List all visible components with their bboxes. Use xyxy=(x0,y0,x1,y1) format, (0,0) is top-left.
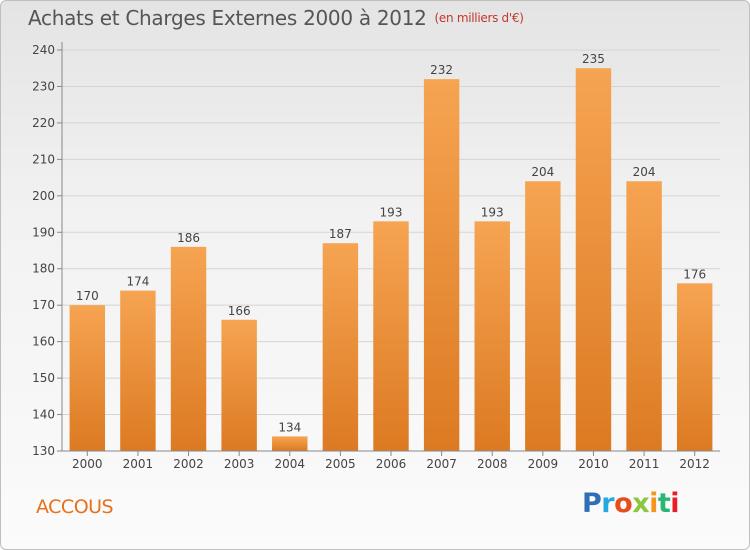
chart-title: Achats et Charges Externes 2000 à 2012 (e… xyxy=(28,6,524,30)
x-tick-label: 2012 xyxy=(679,457,710,471)
data-label: 166 xyxy=(228,304,251,318)
chart-title-text: Achats et Charges Externes 2000 à 2012 xyxy=(28,6,427,30)
logo-letter: o xyxy=(614,488,633,519)
bar xyxy=(474,221,510,451)
data-label: 193 xyxy=(380,205,403,219)
x-tick-label: 2010 xyxy=(578,457,609,471)
bar xyxy=(69,305,106,451)
data-label: 170 xyxy=(76,289,99,303)
data-label: 186 xyxy=(177,231,200,245)
data-label: 204 xyxy=(633,165,656,179)
x-tick-label: 2007 xyxy=(426,457,457,471)
bar xyxy=(575,68,612,452)
y-tick-label: 220 xyxy=(32,116,55,130)
y-tick-label: 240 xyxy=(32,43,55,57)
bar xyxy=(120,290,156,451)
axes: 130 140 150 160 170 180 190 200 210 220 230 240 2000… xyxy=(32,42,720,471)
data-label: 235 xyxy=(582,52,605,66)
bar xyxy=(170,246,207,451)
data-label: 193 xyxy=(481,205,504,219)
y-tick-label: 180 xyxy=(32,262,55,276)
bar xyxy=(676,283,713,451)
y-tick-label: 210 xyxy=(32,152,55,166)
logo-letter: P xyxy=(582,488,602,519)
x-tick-label: 2006 xyxy=(376,457,407,471)
y-tick-label: 150 xyxy=(32,371,55,385)
x-tick-label: 2002 xyxy=(173,457,204,471)
proxiti-logo: Proxiti xyxy=(582,488,680,519)
logo-letter: i xyxy=(670,488,680,519)
data-label: 204 xyxy=(531,165,554,179)
data-label: 134 xyxy=(278,420,301,434)
commune-name: ACCOUS xyxy=(36,496,114,518)
bar xyxy=(525,181,561,451)
y-tick-label: 200 xyxy=(32,189,55,203)
bar xyxy=(221,319,257,451)
x-tick-label: 2001 xyxy=(123,457,154,471)
data-label: 174 xyxy=(126,275,149,289)
data-label: 232 xyxy=(430,63,453,77)
chart-subtitle: (en milliers d'€) xyxy=(434,11,524,25)
bar xyxy=(626,181,662,451)
y-tick-label: 130 xyxy=(32,444,55,458)
x-tick-label: 2009 xyxy=(528,457,559,471)
y-tick-label: 140 xyxy=(32,408,55,422)
data-label: 187 xyxy=(329,227,352,241)
logo-letter: i xyxy=(649,488,658,519)
x-tick-label: 2005 xyxy=(325,457,356,471)
x-tick-label: 2004 xyxy=(274,457,305,471)
y-tick-label: 170 xyxy=(32,298,55,312)
x-tick-label: 2011 xyxy=(629,457,660,471)
bar xyxy=(423,79,460,451)
logo-letter: t xyxy=(657,488,671,519)
logo-letter: r xyxy=(601,488,615,519)
logo-letter: x xyxy=(632,488,650,519)
x-tick-label: 2000 xyxy=(72,457,103,471)
bars: 170 174 186 166 134 187 193 232 193 204 235 204 176 xyxy=(69,52,713,452)
x-tick-label: 2008 xyxy=(477,457,508,471)
data-label: 176 xyxy=(683,267,706,281)
y-tick-label: 190 xyxy=(32,225,55,239)
bar xyxy=(272,436,308,451)
bar xyxy=(322,243,359,451)
y-tick-label: 160 xyxy=(32,335,55,349)
y-tick-label: 230 xyxy=(32,79,55,93)
bar xyxy=(373,221,409,451)
x-tick-label: 2003 xyxy=(224,457,255,471)
